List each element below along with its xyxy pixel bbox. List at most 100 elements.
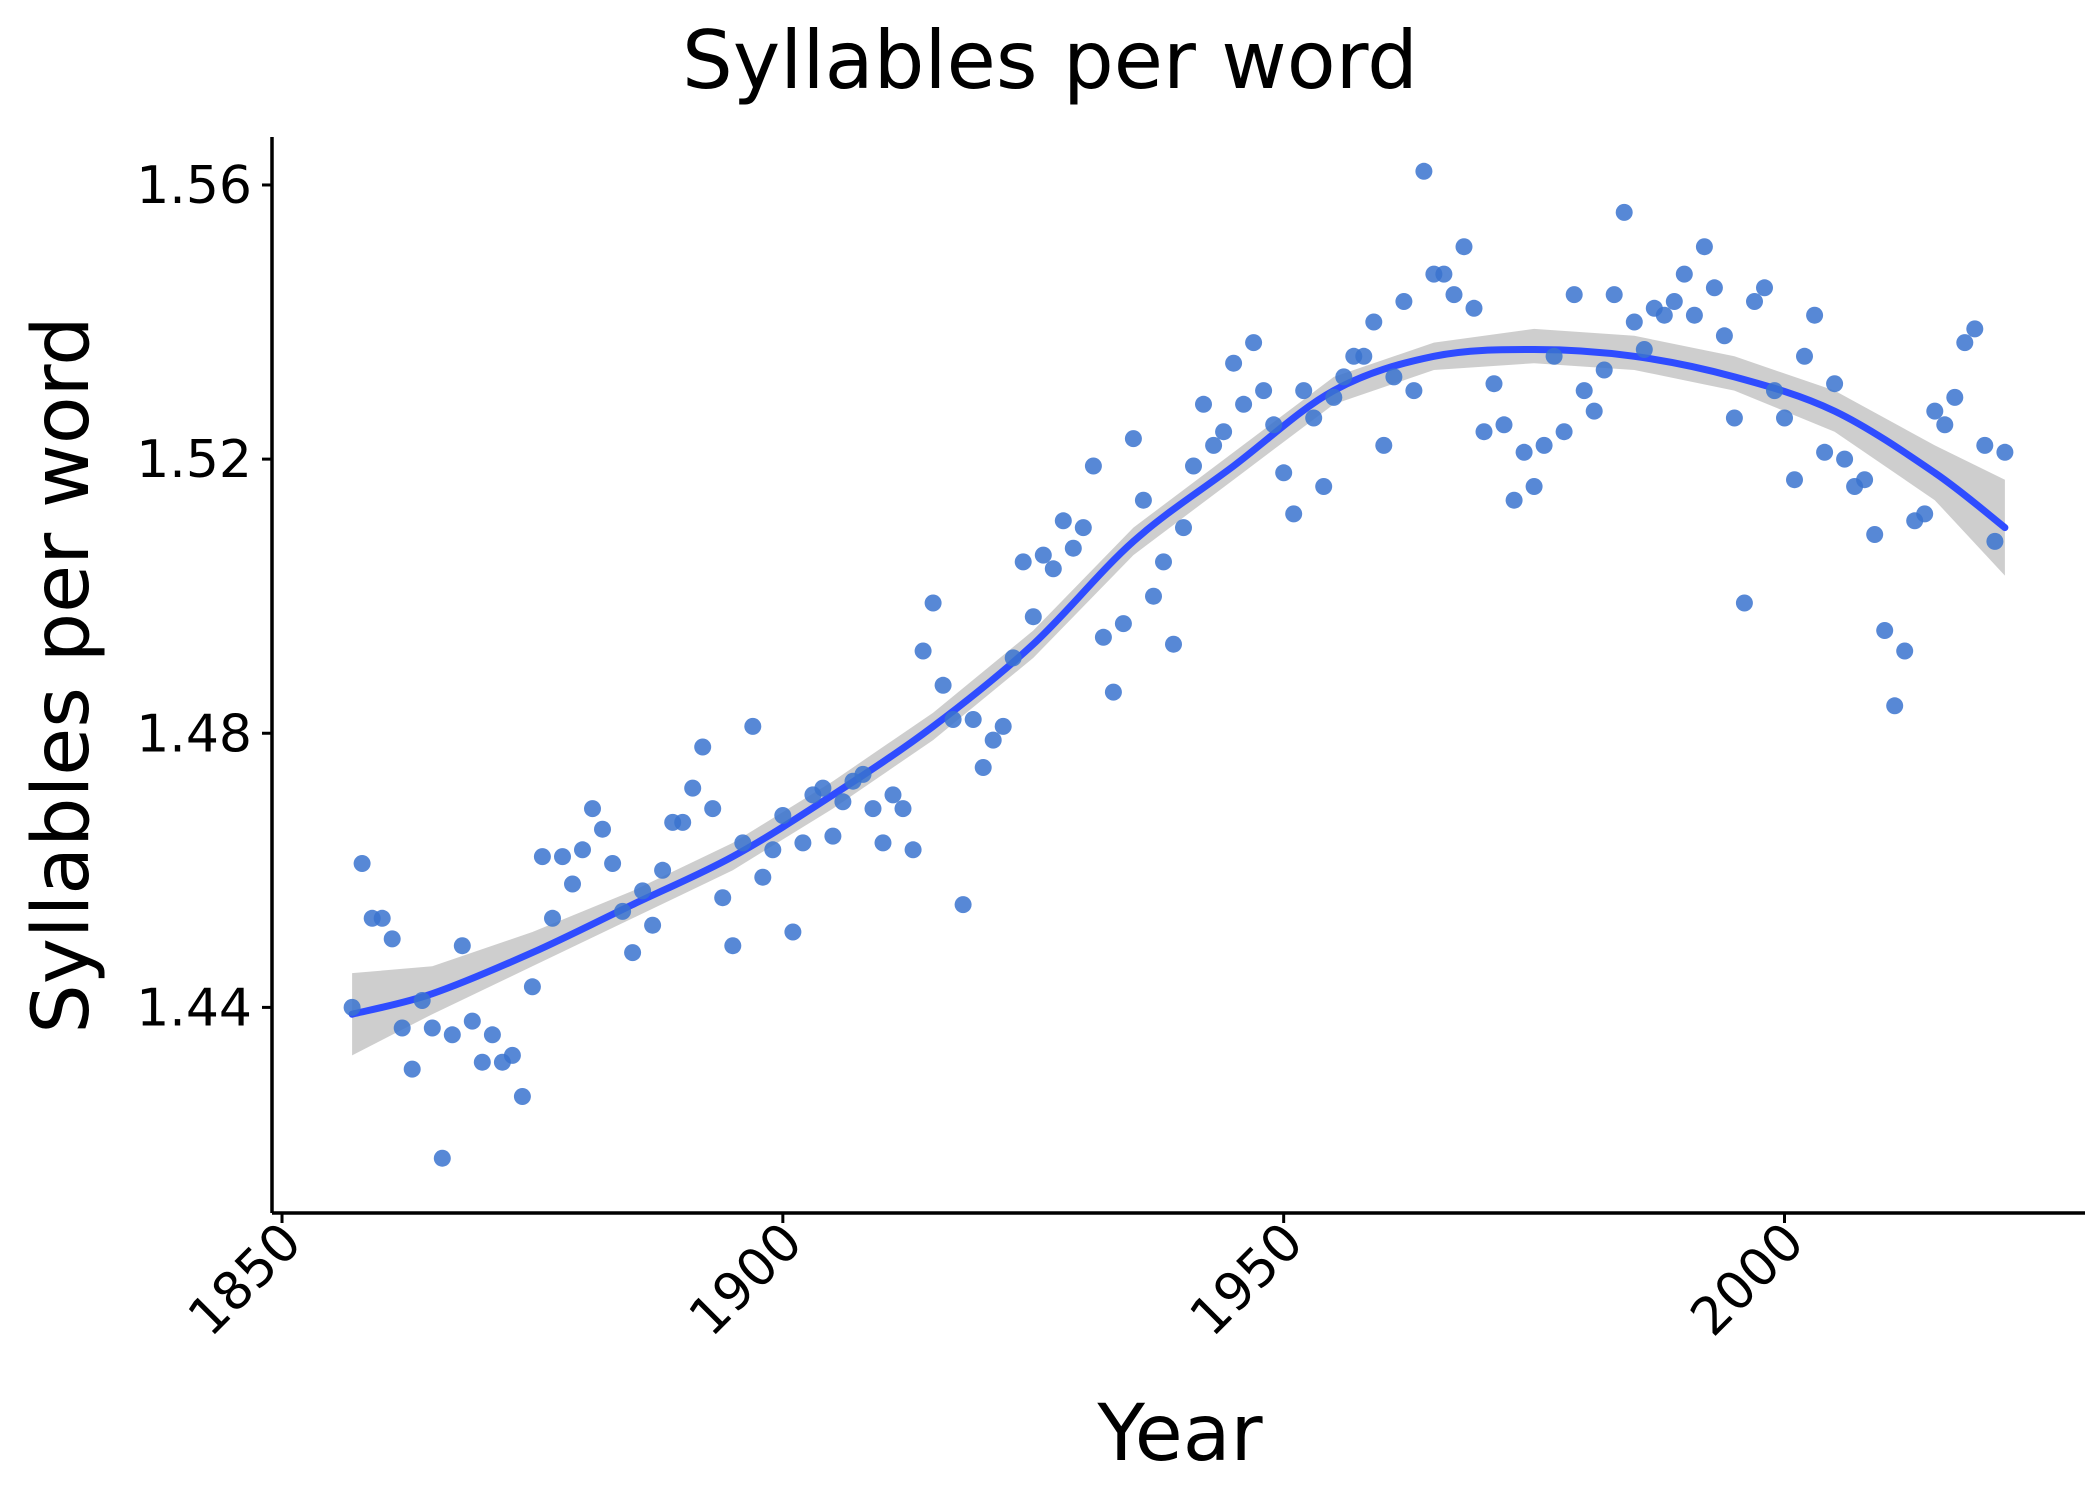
data-point [1114, 615, 1132, 633]
data-point [714, 889, 732, 907]
data-point [974, 759, 992, 776]
data-point [1205, 436, 1223, 454]
data-point [1525, 478, 1543, 495]
data-point [1836, 450, 1854, 468]
data-point [1996, 443, 2014, 461]
data-point [1255, 382, 1273, 400]
data-point [1315, 478, 1333, 495]
data-point [523, 978, 541, 996]
data-point [724, 937, 742, 955]
data-points-layer [343, 162, 2014, 1167]
data-point [1665, 293, 1683, 310]
data-point [1465, 299, 1483, 317]
data-point [1355, 347, 1373, 365]
data-point [383, 930, 401, 948]
data-point [1655, 306, 1673, 324]
data-point [704, 800, 722, 818]
data-point [694, 738, 712, 756]
data-point [1104, 683, 1122, 701]
data-point [1966, 320, 1984, 338]
data-point [1575, 382, 1593, 400]
y-axis-title: Syllables per word [17, 316, 107, 1034]
data-point [1685, 306, 1703, 324]
data-point [584, 800, 601, 818]
data-point [614, 902, 632, 920]
data-point [1044, 560, 1062, 578]
data-point [894, 800, 912, 818]
data-point [1004, 649, 1022, 667]
data-point [403, 1060, 421, 1078]
data-point [1786, 471, 1803, 489]
data-point [1595, 361, 1613, 379]
confidence-band [352, 328, 2005, 1056]
data-point [794, 834, 812, 852]
data-point [1435, 265, 1453, 283]
data-point [1175, 519, 1192, 537]
data-point [684, 779, 702, 797]
y-tick-label: 1.48 [136, 704, 252, 764]
data-point [1185, 457, 1202, 475]
data-point [774, 807, 792, 824]
data-point [513, 1088, 531, 1105]
data-point [984, 731, 1002, 749]
data-point [393, 1019, 411, 1037]
data-point [884, 786, 902, 804]
data-point [604, 855, 622, 872]
data-point [824, 827, 842, 845]
data-point [854, 765, 872, 783]
data-point [744, 717, 762, 735]
data-point [654, 861, 672, 879]
data-point [1445, 286, 1463, 304]
data-point [1245, 334, 1263, 352]
data-point [1395, 293, 1413, 310]
data-point [1896, 642, 1914, 660]
data-point [1796, 347, 1813, 365]
data-point [1695, 238, 1713, 256]
data-point [1675, 265, 1693, 283]
data-point [1275, 464, 1293, 482]
data-point [1986, 532, 2004, 550]
data-point [1936, 416, 1954, 434]
data-point [904, 841, 922, 859]
data-point [1916, 505, 1934, 523]
data-point [1635, 341, 1653, 358]
x-tick-label: 1950 [1179, 1212, 1315, 1348]
data-point [544, 909, 561, 927]
data-point [1826, 375, 1844, 393]
data-point [1415, 162, 1433, 180]
data-point [554, 848, 571, 866]
y-tick-label: 1.44 [136, 978, 252, 1038]
data-point [1715, 327, 1733, 345]
data-point [1615, 203, 1633, 221]
data-point [1876, 622, 1894, 639]
data-point [964, 711, 982, 728]
data-point [1886, 697, 1904, 715]
data-point [1215, 423, 1233, 441]
data-point [1705, 279, 1723, 297]
data-point [1545, 347, 1563, 365]
trend-line-layer [348, 345, 2009, 1018]
data-point [373, 909, 391, 927]
data-point [1766, 382, 1783, 400]
data-point [784, 923, 802, 941]
y-tick-label: 1.52 [136, 430, 252, 490]
data-point [1225, 354, 1243, 372]
data-point [764, 841, 782, 859]
data-point [443, 1026, 461, 1044]
data-point [1605, 286, 1623, 304]
data-point [934, 676, 952, 694]
data-point [1475, 423, 1493, 441]
data-point [814, 779, 832, 797]
data-point [453, 937, 471, 955]
data-point [1776, 409, 1793, 427]
data-point [1165, 635, 1182, 653]
data-point [594, 820, 611, 838]
data-point [1856, 471, 1874, 489]
data-point [734, 834, 752, 852]
data-point [864, 800, 882, 818]
data-point [423, 1019, 441, 1037]
data-point [1295, 382, 1313, 400]
data-point [1625, 313, 1643, 331]
data-point [1034, 546, 1052, 564]
data-point [1285, 505, 1303, 523]
